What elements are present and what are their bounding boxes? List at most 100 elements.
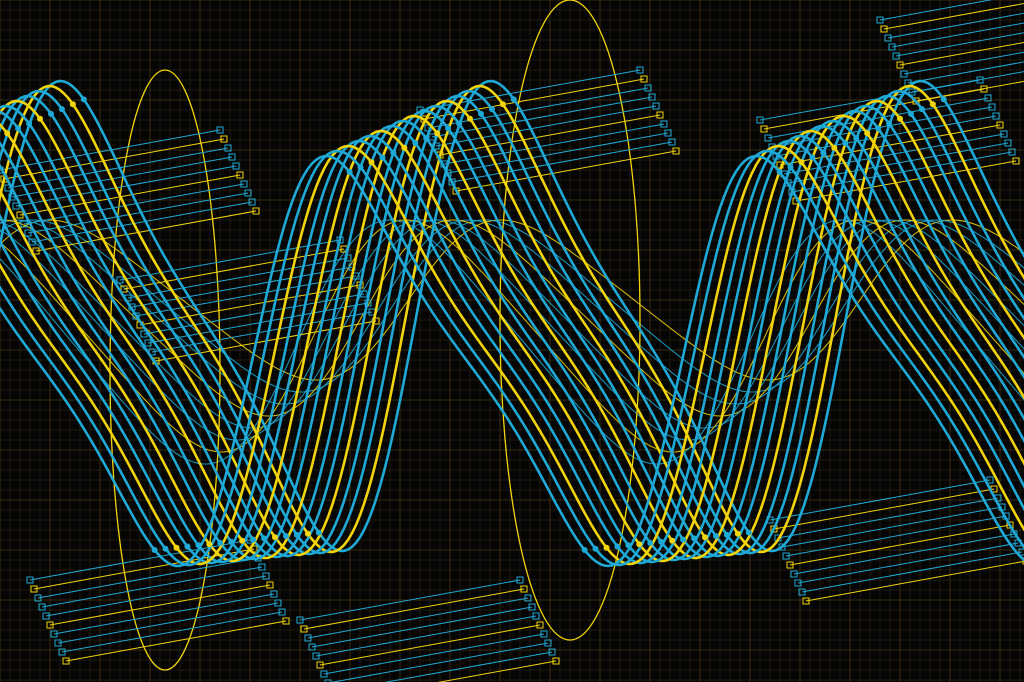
anchor-point-icon <box>445 125 452 132</box>
anchor-point-icon <box>304 530 311 537</box>
bezier-handle-line <box>455 150 677 192</box>
cyan-wave-curve <box>0 134 1024 564</box>
bezier-handle-line <box>911 71 1024 93</box>
bezier-handle-line <box>37 557 259 599</box>
bezier-handle-line <box>61 611 283 653</box>
bezier-handle-icon <box>116 276 124 284</box>
bezier-handle-icon <box>282 617 290 625</box>
bezier-handle-icon <box>668 138 676 146</box>
bezier-handle-line <box>323 633 545 675</box>
anchor-point-icon <box>897 115 903 122</box>
bezier-handle-icon <box>258 563 266 571</box>
anchor-point-icon <box>842 140 849 146</box>
bezier-handle-icon <box>300 625 308 633</box>
bezier-handle-icon <box>760 125 768 133</box>
anchor-point-icon <box>918 106 925 113</box>
anchor-point-icon <box>401 144 408 151</box>
bezier-handle-icon <box>764 134 772 142</box>
bezier-handle-icon <box>516 576 524 584</box>
anchor-point-icon <box>261 535 268 542</box>
bezier-handle-line <box>431 96 653 138</box>
anchor-point-icon <box>467 115 473 122</box>
bezier-handle-line <box>427 87 649 129</box>
bezier-handle-icon <box>782 552 790 560</box>
bezier-handle-icon <box>50 630 58 638</box>
anchor-point-icon <box>250 536 257 543</box>
anchor-point-icon <box>581 547 588 553</box>
bezier-handle-line <box>915 80 1024 102</box>
cyan-wave-curve <box>0 119 1024 561</box>
bezier-handle-icon <box>900 70 908 78</box>
bezier-handle-icon <box>216 126 224 134</box>
bezier-handle-icon <box>120 285 128 293</box>
bezier-handle-line <box>903 51 1024 75</box>
bezier-handle-icon <box>520 585 528 593</box>
cyan-wave-curve <box>0 154 1024 568</box>
bezier-handle-line <box>895 32 1024 57</box>
bezier-handle-icon <box>536 621 544 629</box>
bezier-handle-line <box>123 248 345 290</box>
bezier-handle-line <box>53 593 275 635</box>
bezier-handle-icon <box>248 198 256 206</box>
anchor-point-icon <box>4 130 11 137</box>
bezier-handle-icon <box>672 147 680 155</box>
bezier-handle-icon <box>236 171 244 179</box>
bezier-handle-line <box>299 579 521 621</box>
bezier-handle-line <box>147 302 369 344</box>
anchor-point-icon <box>713 533 719 540</box>
anchor-point-icon <box>368 159 375 166</box>
bezier-handle-line <box>887 12 1024 39</box>
bezier-handle-icon <box>1004 139 1012 147</box>
bezier-handle-icon <box>30 585 38 593</box>
bezier-handle-icon <box>656 111 664 119</box>
anchor-point-icon <box>239 537 246 544</box>
bezier-handle-line <box>119 239 341 281</box>
anchor-point-icon <box>499 101 506 108</box>
anchor-point-icon <box>456 120 463 127</box>
anchor-point-icon <box>80 96 87 103</box>
anchor-point-icon <box>162 545 169 552</box>
bezier-handle-line <box>437 660 557 682</box>
anchor-point-icon <box>734 530 741 537</box>
bezier-handle-icon <box>34 594 42 602</box>
bezier-handle-icon <box>360 290 368 298</box>
bezier-handle-icon <box>896 61 904 69</box>
anchor-point-icon <box>434 130 441 137</box>
cyan-wave-curve <box>0 89 1024 555</box>
anchor-point-icon <box>776 169 783 175</box>
bezier-handle-line <box>307 597 529 639</box>
bezier-handle-line <box>447 132 669 174</box>
bezier-handle-line <box>451 141 673 183</box>
bezier-handle-line <box>65 620 287 662</box>
bezier-handle-line <box>7 147 229 189</box>
bezier-handle-line <box>801 551 1023 593</box>
bezier-handle-icon <box>880 25 888 33</box>
anchor-point-icon <box>592 545 599 552</box>
bezier-handle-line <box>35 210 257 252</box>
bezier-handle-icon <box>240 180 248 188</box>
bezier-handle-icon <box>244 189 252 197</box>
bezier-handle-icon <box>308 643 316 651</box>
anchor-point-icon <box>228 538 235 545</box>
bezier-handle-icon <box>528 603 536 611</box>
bezier-handle-icon <box>786 561 794 569</box>
bezier-handle-icon <box>266 581 274 589</box>
yellow-wave-curve <box>0 114 1024 560</box>
anchor-point-icon <box>647 540 654 546</box>
yellow-wave-curve <box>0 129 1024 563</box>
bezier-handle-icon <box>312 652 320 660</box>
bezier-handle-icon <box>984 94 992 102</box>
bezier-handle-icon <box>38 603 46 611</box>
bezier-handle-line <box>41 566 263 608</box>
bezier-handle-icon <box>524 594 532 602</box>
anchor-point-icon <box>669 537 676 544</box>
bezier-handle-line <box>423 78 645 120</box>
anchor-point-icon <box>831 144 838 151</box>
bezier-handle-icon <box>316 661 324 669</box>
bezier-handle-icon <box>46 621 54 629</box>
bezier-handle-icon <box>996 121 1004 129</box>
anchor-point-icon <box>787 164 794 171</box>
bezier-handle-line <box>793 533 1015 575</box>
yellow-loop-curve <box>499 0 641 641</box>
